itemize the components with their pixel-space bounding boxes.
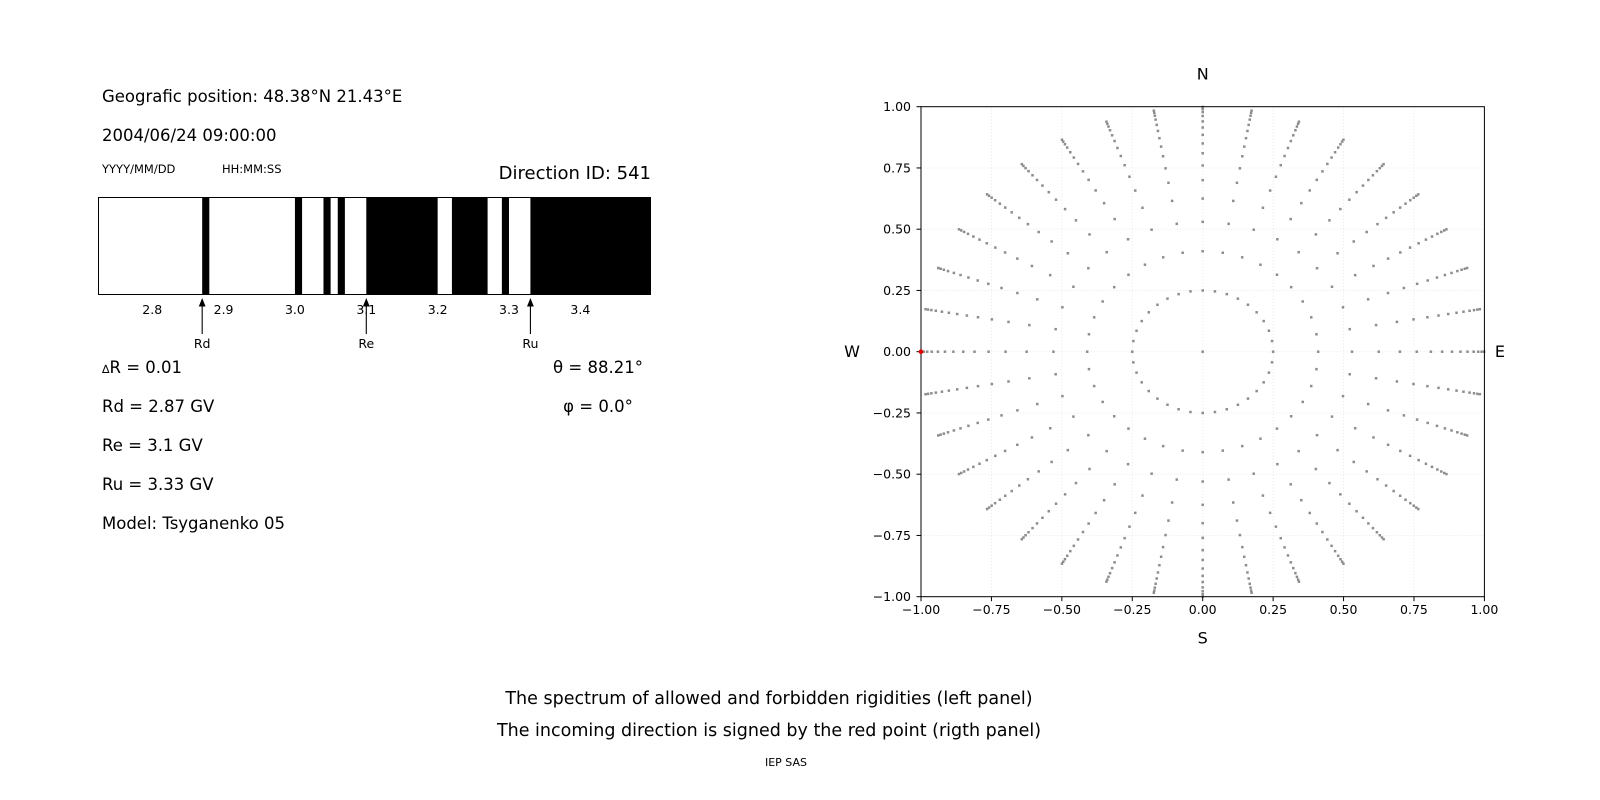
phi-text: φ = 0.0° — [563, 397, 633, 416]
time-format-label: HH:MM:SS — [222, 162, 282, 176]
theta-text: θ = 88.21° — [553, 358, 643, 377]
svg-text:0.25: 0.25 — [1259, 602, 1287, 617]
svg-text:2.9: 2.9 — [214, 302, 234, 317]
rd-text: Rd = 2.87 GV — [102, 397, 215, 416]
model-text: Model: Tsyganenko 05 — [102, 514, 286, 533]
svg-text:−1.00: −1.00 — [902, 602, 940, 617]
red-incoming-direction-point — [918, 349, 924, 355]
svg-text:1.00: 1.00 — [1470, 602, 1498, 617]
svg-text:3.2: 3.2 — [428, 302, 448, 317]
scatter-ticklabels: −1.00 −0.75 −0.50 −0.25 0.00 0.25 0.50 0.75 1.00… — [873, 99, 1499, 617]
svg-text:−0.75: −0.75 — [972, 602, 1010, 617]
ru-text: Ru = 3.33 GV — [102, 475, 214, 494]
svg-text:0.75: 0.75 — [1400, 602, 1428, 617]
direction-points — [920, 105, 1486, 598]
compass-labels: N S W E — [844, 65, 1505, 648]
compass-west-label: W — [844, 342, 860, 361]
compass-north-label: N — [1197, 65, 1209, 84]
compass-south-label: S — [1198, 629, 1208, 648]
svg-text:2.8: 2.8 — [142, 302, 162, 317]
datetime-text: 2004/06/24 09:00:00 — [102, 126, 277, 145]
svg-text:Rd: Rd — [194, 336, 211, 351]
incoming-direction-chart: −1.00 −0.75 −0.50 −0.25 0.00 0.25 0.50 0.75 1.00… — [844, 65, 1505, 648]
svg-text:0.00: 0.00 — [1189, 602, 1217, 617]
svg-text:Ru: Ru — [522, 336, 538, 351]
svg-text:Re: Re — [358, 336, 374, 351]
svg-text:0.75: 0.75 — [883, 160, 911, 175]
svg-text:3.0: 3.0 — [285, 302, 305, 317]
delta-r-text: ∆R = 0.01 — [102, 358, 183, 377]
caption-line1: The spectrum of allowed and forbidden ri… — [505, 689, 1033, 709]
svg-text:0.25: 0.25 — [883, 283, 911, 298]
direction-id-text: Direction ID: 541 — [498, 163, 651, 184]
svg-text:1.00: 1.00 — [883, 99, 911, 114]
geo-position-text: Geografic position: 48.38°N 21.43°E — [102, 87, 403, 106]
svg-text:−1.00: −1.00 — [873, 589, 911, 604]
svg-text:−0.25: −0.25 — [1113, 602, 1151, 617]
credit-text: IEP SAS — [764, 756, 808, 769]
rigidity-spectrum-chart: 2.8 2.9 3.0 3.1 3.2 3.3 3.4Rd Re Ru — [98, 197, 651, 351]
svg-text:3.4: 3.4 — [570, 302, 590, 317]
scatter-ticks — [916, 106, 1485, 602]
svg-text:−0.50: −0.50 — [873, 467, 911, 482]
re-text: Re = 3.1 GV — [102, 436, 203, 455]
svg-text:−0.75: −0.75 — [873, 528, 911, 543]
caption-line2: The incoming direction is signed by the … — [496, 721, 1042, 741]
svg-text:−0.50: −0.50 — [1043, 602, 1081, 617]
svg-text:0.50: 0.50 — [1330, 602, 1358, 617]
compass-east-label: E — [1495, 342, 1505, 361]
svg-text:0.50: 0.50 — [883, 222, 911, 237]
forbidden-bars — [202, 198, 651, 294]
date-format-label: YYYY/MM/DD — [102, 162, 176, 176]
svg-text:3.3: 3.3 — [499, 302, 519, 317]
cutoff-markers: Rd Re Ru — [194, 298, 538, 351]
svg-text:−0.25: −0.25 — [873, 405, 911, 420]
delta-symbol: ∆ — [102, 363, 110, 376]
svg-text:0.00: 0.00 — [883, 344, 911, 359]
